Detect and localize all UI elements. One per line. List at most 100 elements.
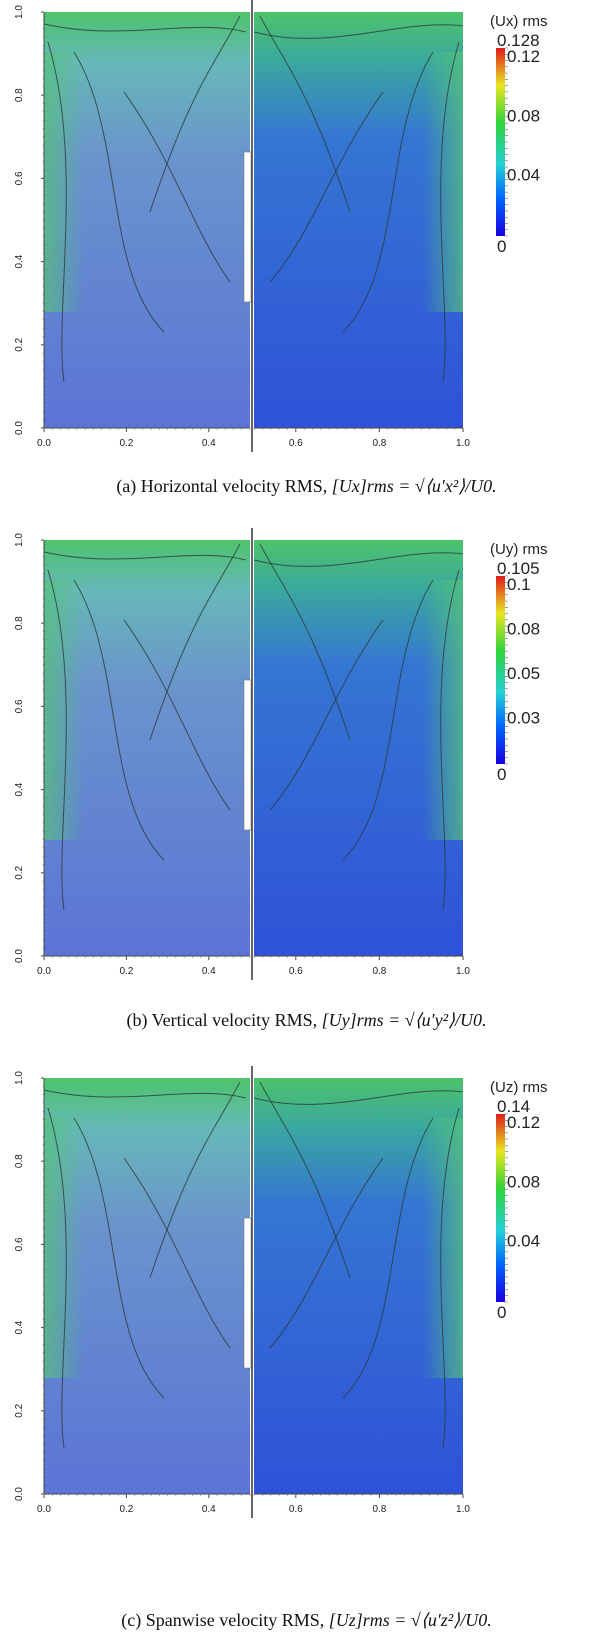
colorbar-tick-label: 0 bbox=[497, 765, 506, 784]
contour-line bbox=[440, 41, 460, 383]
y-tick-label: 0.8 bbox=[14, 88, 25, 102]
x-tick-label: 0.6 bbox=[289, 1504, 303, 1515]
colorbar-max-label: 0.14 bbox=[497, 1097, 530, 1116]
x-tick-label: 0.6 bbox=[289, 966, 303, 977]
caption-a-equation: [Ux]rms = √⟨u′x²⟩/U0. bbox=[331, 476, 497, 496]
x-tick-label: 1.0 bbox=[456, 966, 470, 977]
y-tick-label: 0.4 bbox=[14, 1320, 25, 1334]
colorbar-tick-label: 0 bbox=[497, 237, 506, 256]
x-tick-label: 0.4 bbox=[202, 1504, 216, 1515]
y-tick-label: 0.0 bbox=[14, 421, 25, 435]
contour-line bbox=[342, 51, 434, 333]
contour-plot-a: 0.0 0.2 0.4 0.6 0.8 1.0 0.0 0.2 0.4 0.6 0.8 1.0 (Ux)… bbox=[14, 0, 547, 452]
caption-a-text: (a) Horizontal velocity RMS, bbox=[116, 476, 328, 496]
obstacle-plate bbox=[243, 679, 252, 831]
y-tick-label: 0.6 bbox=[14, 171, 25, 185]
contour-line bbox=[440, 1107, 460, 1449]
contour-line bbox=[149, 543, 241, 741]
y-tick-label: 0.2 bbox=[14, 1403, 25, 1417]
x-tick-label: 1.0 bbox=[456, 1504, 470, 1515]
colorbar bbox=[496, 1114, 505, 1302]
caption-b: (b) Vertical velocity RMS, [Uy]rms = √⟨u… bbox=[0, 1010, 613, 1031]
caption-b-equation: [Uy]rms = √⟨u′y²⟩/U0. bbox=[321, 1010, 487, 1030]
y-tick-label: 0.0 bbox=[14, 949, 25, 963]
x-tick-label: 0.2 bbox=[119, 966, 133, 977]
contour-line bbox=[342, 579, 434, 861]
contour-line bbox=[47, 41, 67, 383]
contour-line bbox=[43, 23, 247, 33]
colorbar-tick-label: 0.1 bbox=[507, 575, 531, 594]
contour-line bbox=[149, 1081, 241, 1279]
colorbar-tick-label: 0.04 bbox=[507, 1232, 540, 1251]
contour-line bbox=[253, 1090, 464, 1105]
y-tick-label: 1.0 bbox=[14, 1071, 25, 1085]
contour-line bbox=[123, 619, 231, 811]
contour-line bbox=[123, 1157, 231, 1349]
panel-c: 0.0 0.2 0.4 0.6 0.8 1.0 0.0 0.2 0.4 0.6 0.8 1.0 (Uz)… bbox=[0, 1066, 613, 1630]
colorbar bbox=[496, 576, 505, 764]
y-tick-label: 1.0 bbox=[14, 5, 25, 19]
obstacle-plate bbox=[243, 151, 252, 303]
colorbar-tick-label: 0.12 bbox=[507, 1113, 540, 1132]
colorbar-tick-label: 0.03 bbox=[507, 709, 540, 728]
panel-a: 0.0 0.2 0.4 0.6 0.8 1.0 0.0 0.2 0.4 0.6 0.8 1.0 (Ux)… bbox=[0, 0, 613, 540]
contour-line bbox=[47, 569, 67, 911]
x-tick-label: 0.4 bbox=[202, 966, 216, 977]
caption-a: (a) Horizontal velocity RMS, [Ux]rms = √… bbox=[0, 476, 613, 497]
y-tick-label: 0.4 bbox=[14, 782, 25, 796]
y-tick-label: 1.0 bbox=[14, 533, 25, 547]
panel-b: 0.0 0.2 0.4 0.6 0.8 1.0 0.0 0.2 0.4 0.6 0.8 1.0 (Uy)… bbox=[0, 528, 613, 1068]
contour-line bbox=[269, 91, 384, 283]
contour-line bbox=[269, 619, 384, 811]
colorbar-max-label: 0.128 bbox=[497, 31, 540, 50]
colorbar bbox=[496, 48, 505, 236]
colorbar-tick-label: 0 bbox=[497, 1303, 506, 1322]
contour-plot-c: 0.0 0.2 0.4 0.6 0.8 1.0 0.0 0.2 0.4 0.6 0.8 1.0 (Uz)… bbox=[14, 1066, 547, 1518]
colorbar-title: (Uy) rms bbox=[490, 541, 547, 558]
x-tick-label: 0.2 bbox=[119, 1504, 133, 1515]
contour-plot-b: 0.0 0.2 0.4 0.6 0.8 1.0 0.0 0.2 0.4 0.6 0.8 1.0 (Uy)… bbox=[14, 528, 547, 980]
y-tick-label: 0.6 bbox=[14, 1237, 25, 1251]
colorbar-tick-label: 0.08 bbox=[507, 620, 540, 639]
x-tick-label: 0.8 bbox=[372, 966, 386, 977]
x-tick-label: 0.0 bbox=[37, 1504, 51, 1515]
caption-c-equation: [Uz]rms = √⟨u′z²⟩/U0. bbox=[328, 1610, 492, 1630]
obstacle-plate bbox=[243, 1217, 252, 1369]
contour-line bbox=[440, 569, 460, 911]
colorbar-tick-label: 0.08 bbox=[507, 106, 540, 125]
colorbar-tick-label: 0.08 bbox=[507, 1172, 540, 1191]
contour-line bbox=[43, 551, 247, 561]
x-tick-label: 0.4 bbox=[202, 438, 216, 449]
contour-line bbox=[253, 552, 464, 567]
x-tick-label: 0.8 bbox=[372, 438, 386, 449]
x-tick-label: 0.0 bbox=[37, 966, 51, 977]
contour-line bbox=[73, 579, 165, 861]
colorbar-tick-label: 0.12 bbox=[507, 47, 540, 66]
contour-line bbox=[149, 15, 241, 213]
contour-line bbox=[73, 51, 165, 333]
caption-c-text: (c) Spanwise velocity RMS, bbox=[121, 1610, 325, 1630]
x-tick-label: 0.0 bbox=[37, 438, 51, 449]
colorbar-title: (Uz) rms bbox=[490, 1079, 547, 1096]
x-tick-label: 0.8 bbox=[372, 1504, 386, 1515]
y-tick-label: 0.8 bbox=[14, 616, 25, 630]
caption-b-text: (b) Vertical velocity RMS, bbox=[126, 1010, 318, 1030]
x-tick-label: 0.2 bbox=[119, 438, 133, 449]
contour-line bbox=[253, 24, 464, 39]
contour-line bbox=[47, 1107, 67, 1449]
y-tick-label: 0.0 bbox=[14, 1487, 25, 1501]
colorbar-title: (Ux) rms bbox=[490, 13, 547, 30]
y-tick-label: 0.4 bbox=[14, 254, 25, 268]
colorbar-tick-label: 0.05 bbox=[507, 664, 540, 683]
contour-line bbox=[73, 1117, 165, 1399]
contour-line bbox=[123, 91, 231, 283]
y-tick-label: 0.2 bbox=[14, 865, 25, 879]
colorbar-max-label: 0.105 bbox=[497, 559, 540, 578]
colorbar-tick-label: 0.04 bbox=[507, 166, 540, 185]
x-tick-label: 0.6 bbox=[289, 438, 303, 449]
x-tick-label: 1.0 bbox=[456, 438, 470, 449]
y-tick-label: 0.2 bbox=[14, 337, 25, 351]
contour-line bbox=[342, 1117, 434, 1399]
y-tick-label: 0.6 bbox=[14, 699, 25, 713]
contour-line bbox=[269, 1157, 384, 1349]
